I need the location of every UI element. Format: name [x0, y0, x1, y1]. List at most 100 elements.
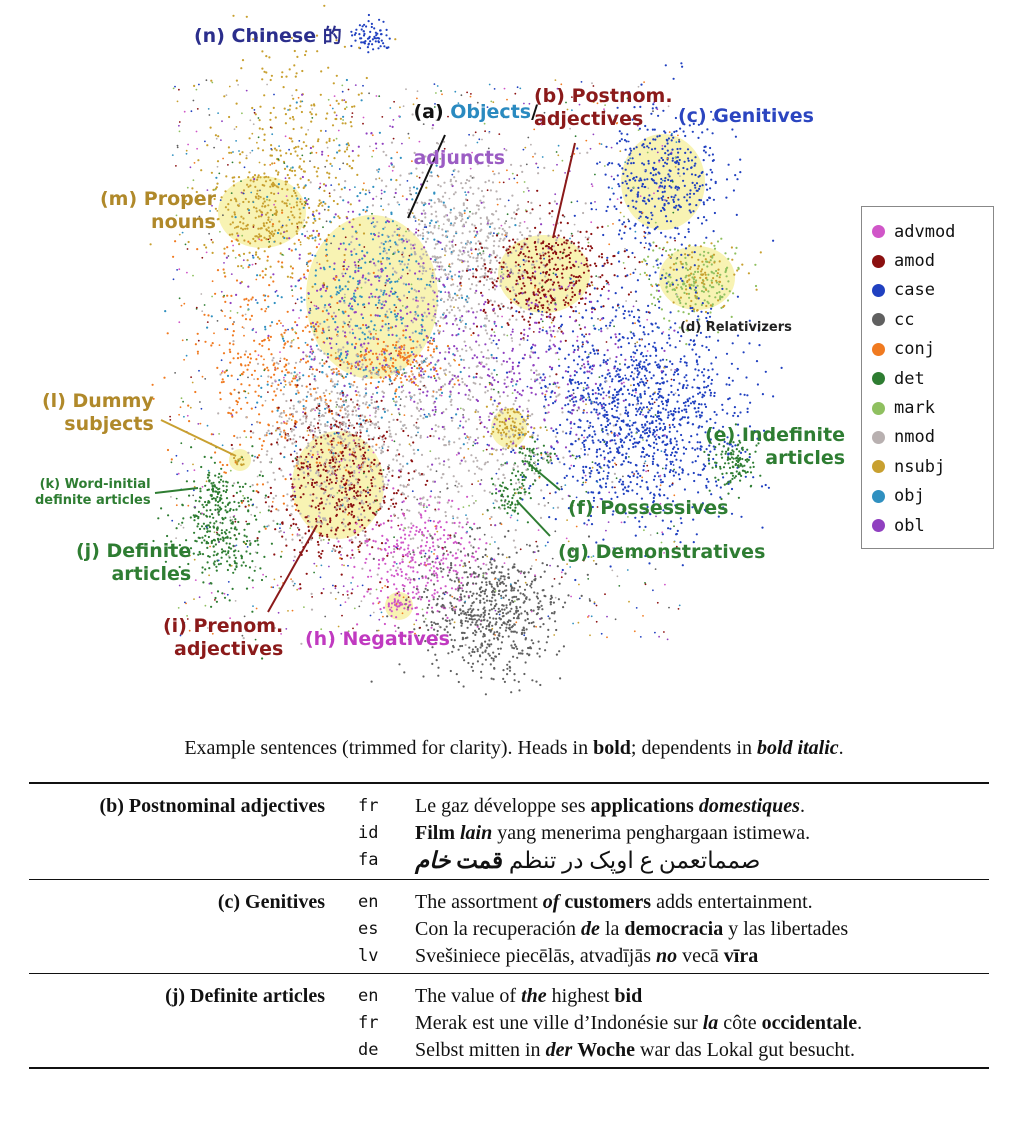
scatter-point-nmod: [393, 230, 396, 233]
scatter-point-conj: [224, 275, 227, 278]
scatter-point-obj: [449, 208, 452, 211]
scatter-point-nsubj: [679, 260, 682, 263]
scatter-point-mark: [710, 286, 714, 289]
scatter-point-nmod: [482, 283, 486, 287]
scatter-point-case: [673, 454, 676, 457]
scatter-point-conj: [336, 357, 339, 360]
scatter-point-amod: [569, 298, 572, 301]
scatter-point-case: [674, 322, 677, 325]
scatter-point-nsubj: [709, 304, 713, 307]
scatter-point-case: [665, 436, 669, 439]
scatter-point-case: [606, 423, 610, 427]
scatter-point-amod: [523, 269, 527, 272]
scatter-point-nsubj: [352, 159, 355, 162]
scatter-point-case: [687, 508, 690, 511]
scatter-point-nmod: [524, 260, 527, 263]
scatter-point-case: [679, 459, 682, 462]
scatter-point-amod: [556, 275, 559, 278]
scatter-point-nsubj: [272, 106, 275, 109]
scatter-point-conj: [402, 329, 405, 332]
scatter-point-amod: [593, 262, 597, 265]
scatter-point-obj: [450, 275, 453, 278]
scatter-point-case: [709, 394, 712, 397]
scatter-point-mark: [727, 257, 730, 260]
scatter-point-case: [639, 485, 642, 488]
scatter-point-nsubj: [425, 186, 428, 189]
scatter-point-case: [654, 271, 657, 274]
scatter-point-case: [695, 353, 698, 356]
scatter-point-obl: [351, 149, 354, 153]
scatter-point-case: [643, 138, 647, 141]
scatter-point-case: [659, 359, 662, 362]
scatter-point-nsubj: [323, 4, 326, 7]
scatter-point-conj: [130, 405, 133, 408]
scatter-point-case: [691, 423, 694, 426]
scatter-point-amod: [497, 304, 500, 307]
scatter-point-case: [359, 37, 362, 40]
scatter-point-nsubj: [285, 202, 288, 205]
scatter-point-nsubj: [267, 176, 270, 179]
scatter-point-conj: [286, 310, 289, 313]
scatter-point-obl: [344, 350, 348, 353]
scatter-point-obj: [356, 303, 360, 306]
scatter-point-mark: [660, 308, 664, 311]
scatter-point-nsubj: [267, 230, 271, 233]
scatter-point-case: [772, 239, 775, 242]
scatter-point-case: [752, 476, 755, 479]
scatter-point-nsubj: [233, 176, 236, 179]
scatter-point-nsubj: [349, 121, 352, 124]
scatter-point-nsubj: [325, 117, 328, 120]
scatter-point-nmod: [454, 191, 457, 194]
scatter-point-case: [665, 282, 668, 285]
scatter-point-case: [580, 501, 583, 504]
scatter-point-det: [735, 448, 738, 451]
scatter-point-amod: [550, 248, 554, 251]
scatter-point-conj: [382, 368, 385, 371]
scatter-point-nsubj: [305, 221, 308, 224]
scatter-point-nmod: [510, 163, 513, 166]
scatter-point-case: [617, 390, 620, 393]
scatter-point-case: [695, 182, 699, 185]
scatter-point-obj: [305, 395, 308, 398]
scatter-point-mark: [720, 306, 723, 309]
scatter-point-case: [736, 423, 740, 426]
scatter-point-amod: [570, 281, 573, 284]
scatter-point-nmod: [518, 343, 521, 346]
scatter-point-conj: [228, 342, 231, 345]
scatter-point-case: [643, 390, 646, 393]
scatter-point-obj: [393, 303, 396, 307]
scatter-point-nsubj: [335, 74, 338, 77]
tsne-figure: (n) Chinese 的 (a) Objects/ adjuncts (b) …: [35, 4, 994, 696]
scatter-point-case: [672, 447, 675, 450]
scatter-point-case: [668, 185, 671, 188]
scatter-point-nmod: [439, 276, 442, 279]
scatter-point-case: [701, 184, 704, 187]
scatter-point-case: [625, 452, 628, 455]
scatter-point-conj: [283, 365, 286, 368]
scatter-point-mark: [718, 291, 721, 294]
scatter-point-nmod: [539, 217, 542, 220]
scatter-point-conj: [282, 494, 285, 498]
scatter-point-nsubj: [211, 241, 214, 244]
scatter-point-nmod: [484, 329, 487, 332]
scatter-point-conj: [258, 343, 261, 346]
scatter-point-case: [605, 410, 608, 414]
scatter-point-nsubj: [356, 173, 359, 176]
scatter-point-nsubj: [713, 261, 716, 264]
scatter-point-obj: [338, 144, 341, 147]
scatter-point-mark: [659, 295, 662, 298]
scatter-point-det: [732, 453, 735, 456]
scatter-point-conj: [262, 363, 265, 366]
scatter-point-case: [634, 345, 637, 348]
scatter-point-nsubj: [231, 221, 234, 224]
scatter-point-case: [643, 384, 646, 387]
scatter-point-nmod: [437, 329, 440, 332]
scatter-point-case: [676, 331, 680, 334]
scatter-point-case: [627, 447, 630, 450]
scatter-point-conj: [311, 338, 314, 341]
scatter-point-conj: [398, 234, 401, 237]
scatter-point-case: [705, 236, 708, 239]
scatter-point-nmod: [398, 226, 401, 229]
scatter-point-obl: [369, 349, 372, 352]
scatter-point-case: [631, 471, 634, 474]
